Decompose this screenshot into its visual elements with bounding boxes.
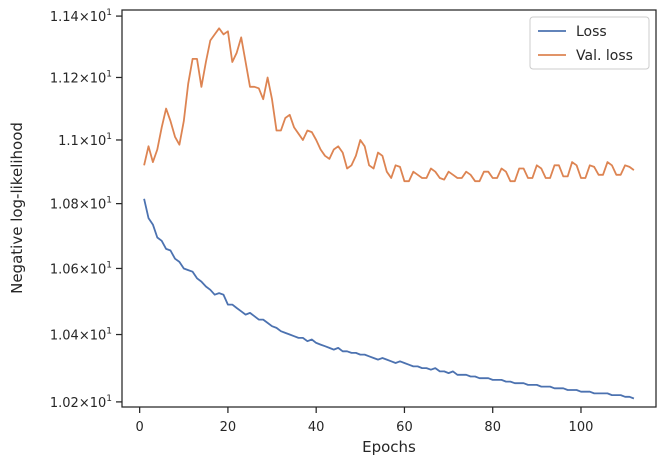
y-tick-label: 1.02×101 [50,394,112,411]
axes-frame [121,9,657,408]
x-tick-label: 100 [569,420,594,435]
legend-box [529,16,650,70]
series-line-loss [143,198,635,400]
y-tick-label: 1.1×101 [58,132,112,149]
plot-area [143,27,635,400]
axis-ticks: 0 20 40 60 80 100 1.02×101 1.04×101 1.06×101 1.08… [50,8,594,435]
y-tick-label: 1.08×101 [50,196,112,213]
y-axis-label: Negative log-likelihood [8,122,26,294]
y-tick-label: 1.12×101 [50,69,112,86]
y-tick-label: 1.14×101 [50,8,112,25]
x-tick-label: 60 [396,420,413,435]
x-tick-label: 40 [308,420,325,435]
x-tick-label: 0 [136,420,144,435]
x-tick-label: 80 [484,420,501,435]
legend-label-val-loss: Val. loss [576,48,633,64]
x-axis-label: Epochs [362,438,416,456]
x-tick-label: 20 [220,420,237,435]
series-line-val-loss [143,27,635,183]
y-tick-label: 1.06×101 [50,260,112,277]
y-tick-label: 1.04×101 [50,327,112,344]
legend-label-loss: Loss [576,24,607,40]
legend: Loss Val. loss [529,16,650,70]
